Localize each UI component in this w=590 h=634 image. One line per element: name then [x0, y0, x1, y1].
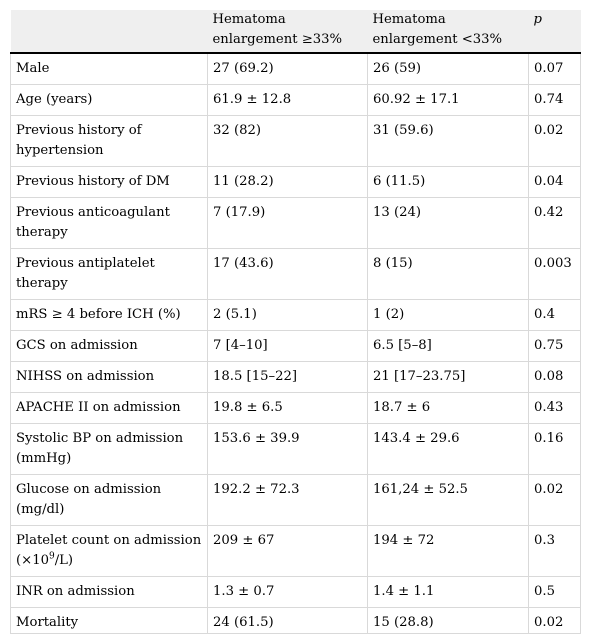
cell-p-value: 0.43	[528, 392, 581, 424]
row-label: Platelet count on admission (×109/L)	[10, 525, 208, 577]
row-label: Systolic BP on admission (mmHg)	[10, 423, 208, 475]
row-label: Mortality	[10, 607, 208, 634]
row-label: Previous history of hypertension	[10, 115, 208, 167]
table-row: GCS on admission 7 [4–10] 6.5 [5–8] 0.75	[10, 330, 581, 362]
table-row: Previous history of DM 11 (28.2) 6 (11.5…	[10, 166, 581, 198]
row-label: NIHSS on admission	[10, 361, 208, 393]
cell-p-value: 0.02	[528, 474, 581, 526]
row-label: Previous anticoagulant therapy	[10, 197, 208, 249]
table-row: NIHSS on admission 18.5 [15–22] 21 [17–2…	[10, 361, 581, 393]
cell-ge33: 192.2 ± 72.3	[207, 474, 368, 526]
row-label-text: Platelet count on admission (×10	[16, 533, 202, 568]
cell-lt33: 8 (15)	[367, 248, 529, 300]
cell-lt33: 15 (28.8)	[367, 607, 529, 634]
table-row: INR on admission 1.3 ± 0.7 1.4 ± 1.1 0.5	[10, 576, 581, 608]
cell-p-value: 0.04	[528, 166, 581, 198]
cell-ge33: 24 (61.5)	[207, 607, 368, 634]
row-label: Previous antiplatelet therapy	[10, 248, 208, 300]
cell-lt33: 6.5 [5–8]	[367, 330, 529, 362]
row-label: Glucose on admission (mg/dl)	[10, 474, 208, 526]
cell-lt33: 18.7 ± 6	[367, 392, 529, 424]
cell-p-value: 0.3	[528, 525, 581, 577]
cell-lt33: 13 (24)	[367, 197, 529, 249]
table-row: Systolic BP on admission (mmHg) 153.6 ± …	[10, 423, 581, 475]
header-row: Hematoma enlargement ≥33% Hematoma enlar…	[10, 10, 581, 54]
table-row: mRS ≥ 4 before ICH (%) 2 (5.1) 1 (2) 0.4	[10, 299, 581, 331]
cell-lt33: 60.92 ± 17.1	[367, 84, 529, 116]
table-row: Mortality 24 (61.5) 15 (28.8) 0.02	[10, 607, 581, 634]
table-row: Age (years) 61.9 ± 12.8 60.92 ± 17.1 0.7…	[10, 84, 581, 116]
cell-p-value: 0.07	[528, 53, 581, 85]
row-label: APACHE II on admission	[10, 392, 208, 424]
cell-lt33: 26 (59)	[367, 53, 529, 85]
cell-lt33: 21 [17–23.75]	[367, 361, 529, 393]
cell-p-value: 0.5	[528, 576, 581, 608]
cell-p-value: 0.02	[528, 607, 581, 634]
table-row: Platelet count on admission (×109/L) 209…	[10, 525, 581, 577]
table-body: Male 27 (69.2) 26 (59) 0.07 Age (years) …	[10, 53, 581, 634]
header-enlargement-lt33: Hematoma enlargement <33%	[367, 10, 529, 54]
header-variable	[10, 10, 208, 54]
cell-lt33: 194 ± 72	[367, 525, 529, 577]
cell-lt33: 161,24 ± 52.5	[367, 474, 529, 526]
comparison-table: Hematoma enlargement ≥33% Hematoma enlar…	[10, 10, 581, 634]
cell-ge33: 209 ± 67	[207, 525, 368, 577]
cell-ge33: 153.6 ± 39.9	[207, 423, 368, 475]
row-label: Male	[10, 53, 208, 85]
cell-ge33: 11 (28.2)	[207, 166, 368, 198]
row-label: mRS ≥ 4 before ICH (%)	[10, 299, 208, 331]
cell-ge33: 27 (69.2)	[207, 53, 368, 85]
cell-p-value: 0.02	[528, 115, 581, 167]
cell-p-value: 0.003	[528, 248, 581, 300]
cell-p-value: 0.4	[528, 299, 581, 331]
data-table-container: Hematoma enlargement ≥33% Hematoma enlar…	[10, 10, 581, 634]
cell-lt33: 1.4 ± 1.1	[367, 576, 529, 608]
cell-p-value: 0.42	[528, 197, 581, 249]
header-p-value: p	[528, 10, 581, 54]
cell-lt33: 6 (11.5)	[367, 166, 529, 198]
table-row: Previous antiplatelet therapy 17 (43.6) …	[10, 248, 581, 300]
cell-ge33: 18.5 [15–22]	[207, 361, 368, 393]
cell-ge33: 19.8 ± 6.5	[207, 392, 368, 424]
cell-p-value: 0.16	[528, 423, 581, 475]
header-enlargement-ge33: Hematoma enlargement ≥33%	[207, 10, 368, 54]
cell-ge33: 61.9 ± 12.8	[207, 84, 368, 116]
table-row: Previous anticoagulant therapy 7 (17.9) …	[10, 197, 581, 249]
table-header: Hematoma enlargement ≥33% Hematoma enlar…	[10, 10, 581, 54]
table-row: APACHE II on admission 19.8 ± 6.5 18.7 ±…	[10, 392, 581, 424]
cell-lt33: 143.4 ± 29.6	[367, 423, 529, 475]
table-row: Glucose on admission (mg/dl) 192.2 ± 72.…	[10, 474, 581, 526]
cell-ge33: 2 (5.1)	[207, 299, 368, 331]
cell-ge33: 7 [4–10]	[207, 330, 368, 362]
row-label: Age (years)	[10, 84, 208, 116]
table-row: Male 27 (69.2) 26 (59) 0.07	[10, 53, 581, 85]
cell-ge33: 17 (43.6)	[207, 248, 368, 300]
table-row: Previous history of hypertension 32 (82)…	[10, 115, 581, 167]
cell-lt33: 31 (59.6)	[367, 115, 529, 167]
cell-p-value: 0.75	[528, 330, 581, 362]
row-label: Previous history of DM	[10, 166, 208, 198]
row-label: INR on admission	[10, 576, 208, 608]
row-label: GCS on admission	[10, 330, 208, 362]
cell-p-value: 0.74	[528, 84, 581, 116]
cell-ge33: 32 (82)	[207, 115, 368, 167]
cell-p-value: 0.08	[528, 361, 581, 393]
unit-exponent: 9	[48, 551, 55, 562]
cell-lt33: 1 (2)	[367, 299, 529, 331]
unit-suffix: /L)	[54, 553, 74, 568]
cell-ge33: 1.3 ± 0.7	[207, 576, 368, 608]
cell-ge33: 7 (17.9)	[207, 197, 368, 249]
